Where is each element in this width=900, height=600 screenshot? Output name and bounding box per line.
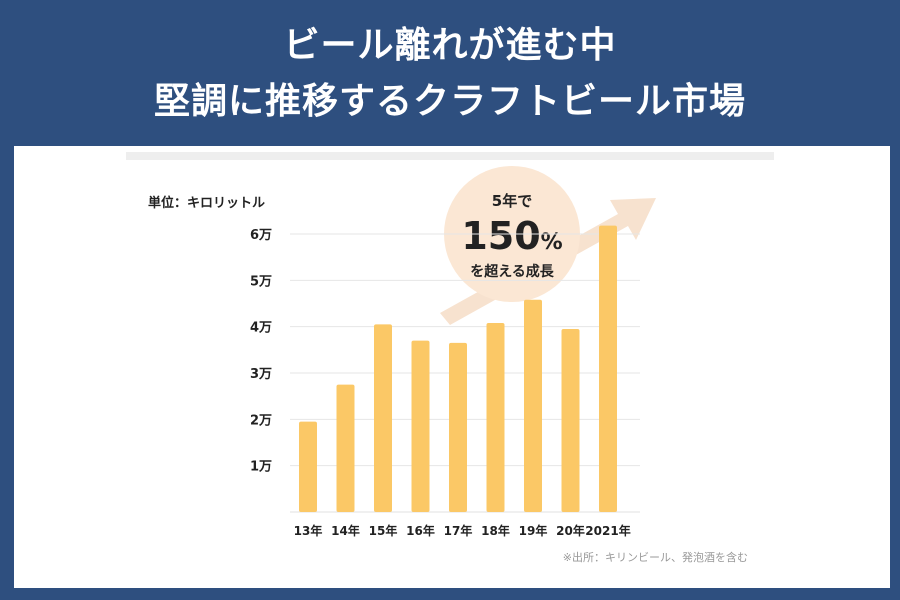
x-axis-ticks: 13年 14年 15年 16年 17年 18年 19年 20年 2021年 <box>294 523 631 538</box>
source-note: ※出所：キリンビール、発泡酒を含む <box>563 550 748 564</box>
y-tick-label: 1万 <box>250 460 272 475</box>
page-title: ビール離れが進む中 堅調に推移するクラフトビール市場 <box>0 18 900 130</box>
x-tick-label: 17年 <box>444 523 473 538</box>
unit-label: 単位：キロリットル <box>148 195 265 211</box>
x-tick-label: 16年 <box>406 523 435 538</box>
callout-big: 150 <box>461 214 540 258</box>
title-line-2: 堅調に推移するクラフトビール市場 <box>153 81 746 122</box>
x-tick-label: 15年 <box>369 523 398 538</box>
x-tick-label: 20年 <box>556 523 585 538</box>
bar <box>599 225 617 512</box>
x-tick-label: 14年 <box>331 523 360 538</box>
bar <box>336 384 355 512</box>
y-tick-label: 6万 <box>250 228 272 243</box>
x-tick-label: 18年 <box>481 523 510 538</box>
x-tick-label: 2021年 <box>585 523 630 538</box>
bar <box>411 340 430 512</box>
bar <box>449 342 467 512</box>
bar <box>524 299 542 512</box>
bar <box>561 328 580 512</box>
bars <box>299 225 617 512</box>
callout-value: 150% <box>461 214 562 258</box>
callout-line1: 5年で <box>492 192 532 210</box>
y-tick-label: 3万 <box>250 367 272 382</box>
bar <box>299 421 317 512</box>
bar <box>374 324 392 512</box>
y-tick-label: 2万 <box>250 413 272 428</box>
callout-line2: を超える成長 <box>470 263 555 280</box>
y-tick-label: 5万 <box>250 274 272 289</box>
x-tick-label: 13年 <box>294 523 323 538</box>
title-line-1: ビール離れが進む中 <box>283 25 617 66</box>
y-tick-label: 4万 <box>250 321 272 336</box>
panel-top-shade <box>126 152 774 160</box>
y-axis-ticks: 1万 2万 3万 4万 5万 6万 <box>250 228 272 475</box>
callout-percent: % <box>541 230 563 255</box>
bar <box>486 322 505 512</box>
x-tick-label: 19年 <box>519 523 548 538</box>
